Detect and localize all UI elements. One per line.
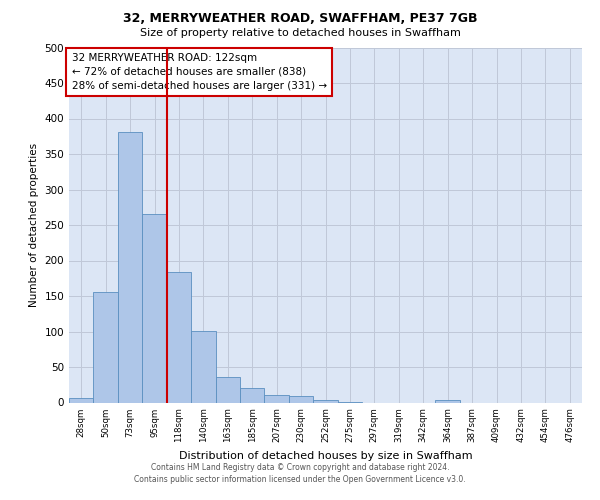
- Bar: [313, 400, 338, 402]
- Bar: [94, 292, 118, 403]
- Bar: [118, 132, 142, 402]
- Bar: [436, 400, 460, 402]
- Text: Size of property relative to detached houses in Swaffham: Size of property relative to detached ho…: [140, 28, 460, 38]
- Text: 32 MERRYWEATHER ROAD: 122sqm
← 72% of detached houses are smaller (838)
28% of s: 32 MERRYWEATHER ROAD: 122sqm ← 72% of de…: [71, 53, 326, 91]
- Text: 32, MERRYWEATHER ROAD, SWAFFHAM, PE37 7GB: 32, MERRYWEATHER ROAD, SWAFFHAM, PE37 7G…: [123, 12, 477, 26]
- Bar: [289, 396, 313, 402]
- Bar: [215, 377, 240, 402]
- Bar: [240, 388, 265, 402]
- Bar: [142, 214, 167, 402]
- X-axis label: Distribution of detached houses by size in Swaffham: Distribution of detached houses by size …: [179, 450, 472, 460]
- Bar: [69, 398, 94, 402]
- Bar: [167, 272, 191, 402]
- Text: Contains HM Land Registry data © Crown copyright and database right 2024.: Contains HM Land Registry data © Crown c…: [151, 464, 449, 472]
- Bar: [191, 331, 215, 402]
- Y-axis label: Number of detached properties: Number of detached properties: [29, 143, 39, 307]
- Bar: [265, 394, 289, 402]
- Text: Contains public sector information licensed under the Open Government Licence v3: Contains public sector information licen…: [134, 475, 466, 484]
